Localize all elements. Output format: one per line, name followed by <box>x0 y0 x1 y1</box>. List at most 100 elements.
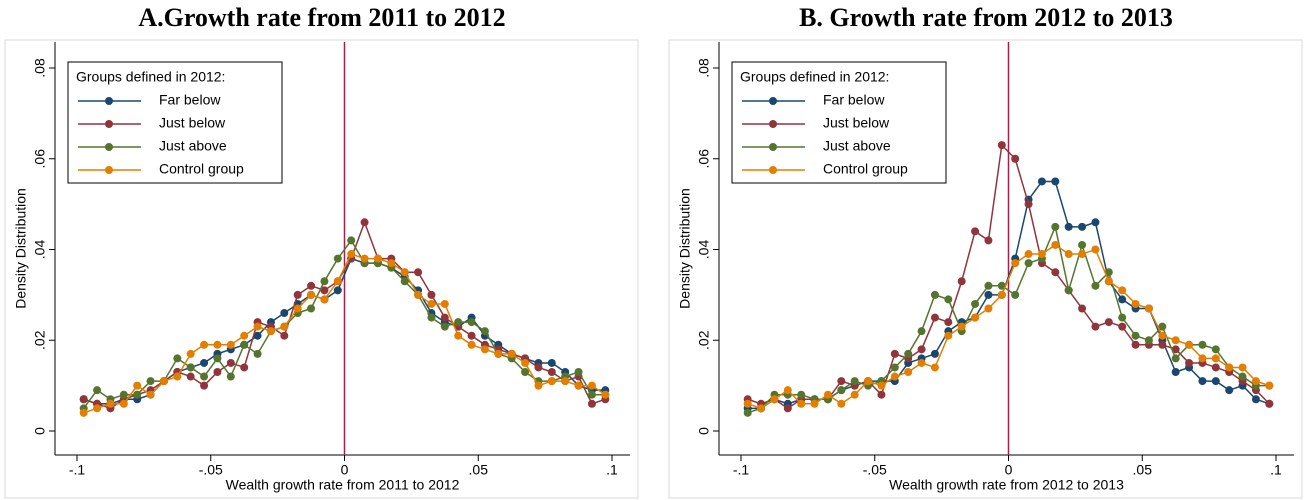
data-point <box>944 295 953 304</box>
x-tick-label: 0 <box>1005 462 1013 478</box>
data-point <box>1211 345 1220 354</box>
data-point <box>587 381 596 390</box>
data-point <box>1198 354 1207 363</box>
data-point <box>971 227 980 236</box>
data-point <box>240 340 249 349</box>
data-point <box>226 340 235 349</box>
data-point <box>1238 372 1247 381</box>
legend-marker <box>769 97 777 105</box>
data-point <box>427 290 436 299</box>
data-point <box>186 372 195 381</box>
x-tick-label: -.1 <box>69 462 86 478</box>
data-point <box>480 345 489 354</box>
data-point <box>440 322 449 331</box>
data-point <box>1024 250 1033 259</box>
data-point <box>427 299 436 308</box>
x-tick-label: .1 <box>1270 462 1282 478</box>
data-point <box>890 372 899 381</box>
data-point <box>1158 322 1167 331</box>
data-point <box>414 268 423 277</box>
data-point <box>810 399 819 408</box>
x-tick-label: -.05 <box>199 462 223 478</box>
data-point <box>1118 313 1127 322</box>
data-point <box>186 349 195 358</box>
data-point <box>440 313 449 322</box>
data-point <box>1211 377 1220 386</box>
legend-label: Just above <box>823 138 891 154</box>
data-point <box>1251 377 1260 386</box>
data-point <box>521 368 530 377</box>
data-point <box>79 408 88 417</box>
data-point <box>1171 368 1180 377</box>
data-point <box>360 218 369 227</box>
data-point <box>266 327 275 336</box>
data-point <box>1078 240 1087 249</box>
data-point <box>347 250 356 259</box>
y-tick-label: .08 <box>696 58 712 78</box>
data-point <box>93 404 102 413</box>
data-point <box>944 318 953 327</box>
data-point <box>1091 281 1100 290</box>
y-tick-label: .04 <box>32 240 48 260</box>
data-point <box>890 349 899 358</box>
data-point <box>1051 268 1060 277</box>
data-point <box>173 354 182 363</box>
data-point <box>1265 381 1274 390</box>
data-point <box>997 141 1006 150</box>
x-axis-label: Wealth growth rate from 2011 to 2012 <box>226 477 460 493</box>
data-point <box>119 390 128 399</box>
data-point <box>1091 218 1100 227</box>
data-point <box>293 290 302 299</box>
data-point <box>1104 277 1113 286</box>
data-point <box>837 399 846 408</box>
data-point <box>240 363 249 372</box>
data-point <box>1118 322 1127 331</box>
chart-title: B. Growth rate from 2012 to 2013 <box>799 3 1173 32</box>
data-point <box>743 399 752 408</box>
data-point <box>454 318 463 327</box>
data-point <box>1104 318 1113 327</box>
data-point <box>534 381 543 390</box>
data-point <box>1024 259 1033 268</box>
data-point <box>1131 331 1140 340</box>
data-point <box>904 368 913 377</box>
data-point <box>877 390 886 399</box>
y-axis-label: Density Distribution <box>677 188 693 309</box>
data-point <box>1198 340 1207 349</box>
legend-label: Far below <box>159 92 221 108</box>
data-point <box>106 399 115 408</box>
data-point <box>1265 399 1274 408</box>
data-point <box>1144 336 1153 345</box>
data-point <box>574 368 583 377</box>
data-point <box>837 377 846 386</box>
data-point <box>534 363 543 372</box>
data-point <box>1171 345 1180 354</box>
data-point <box>1158 340 1167 349</box>
y-tick-label: .08 <box>32 58 48 78</box>
data-point <box>467 331 476 340</box>
data-point <box>133 381 142 390</box>
data-point <box>783 404 792 413</box>
data-point <box>1051 177 1060 186</box>
data-point <box>587 399 596 408</box>
data-point <box>320 277 329 286</box>
x-tick-label: -.1 <box>733 462 750 478</box>
data-point <box>427 313 436 322</box>
data-point <box>213 354 222 363</box>
data-point <box>743 408 752 417</box>
data-point <box>1185 358 1194 367</box>
data-point <box>320 286 329 295</box>
data-point <box>480 327 489 336</box>
data-point <box>904 349 913 358</box>
data-point <box>400 268 409 277</box>
data-point <box>387 259 396 268</box>
data-point <box>1078 304 1087 313</box>
data-point <box>770 395 779 404</box>
data-point <box>293 304 302 313</box>
data-point <box>984 236 993 245</box>
series-line <box>747 143 1270 410</box>
y-tick-label: .02 <box>32 330 48 350</box>
data-point <box>1118 286 1127 295</box>
data-point <box>547 368 556 377</box>
